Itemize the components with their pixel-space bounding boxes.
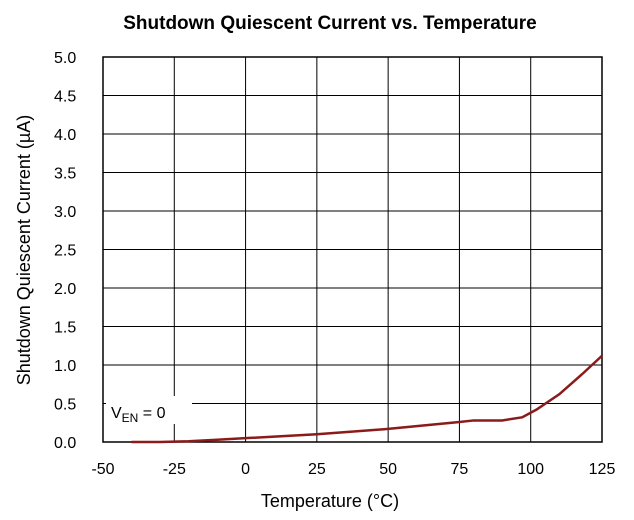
x-tick-label: -50 [91,461,114,478]
y-tick-label: 5.0 [54,50,76,67]
y-tick-label: 0.0 [54,435,76,452]
y-tick-label: 2.5 [54,243,76,260]
annotation: VEN = 0 [111,405,166,425]
y-tick-label: 4.0 [54,127,76,144]
data-line [131,354,603,444]
y-tick-label: 3.0 [54,204,76,221]
chart-title: Shutdown Quiescent Current vs. Temperatu… [123,13,537,34]
x-tick-label: -25 [163,461,186,478]
y-tick-label: 1.5 [54,320,76,337]
y-tick-label: 0.5 [54,397,76,414]
y-tick-label: 3.5 [54,166,76,183]
x-tick-label: 50 [379,461,397,478]
y-tick-label: 4.5 [54,89,76,106]
x-tick-label: 100 [517,461,544,478]
x-tick-label: 75 [451,461,469,478]
y-tick-label: 2.0 [54,281,76,298]
annotation-box [106,396,192,424]
y-tick-label: 1.0 [54,358,76,375]
plot-border [102,56,603,443]
annotation-main: V [111,405,122,422]
x-axis-label: Temperature (°C) [261,491,399,511]
x-tick-label: 125 [589,461,616,478]
y-axis-label: Shutdown Quiescent Current (µA) [14,115,34,386]
annotation-subscript: EN [122,411,139,425]
x-tick-label: 25 [308,461,326,478]
x-tick-label: 0 [241,461,250,478]
annotation-suffix: = 0 [138,405,165,422]
